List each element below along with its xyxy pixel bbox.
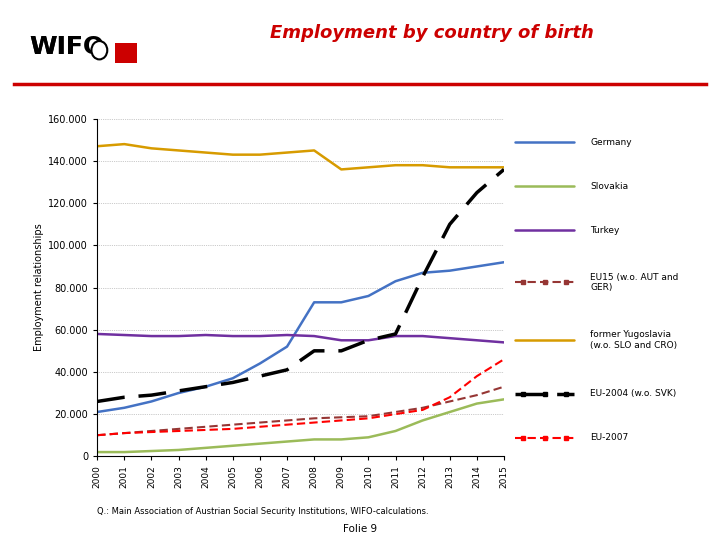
Text: EU15 (w.o. AUT and
GER): EU15 (w.o. AUT and GER) <box>590 273 678 292</box>
Text: WIF: WIF <box>29 35 83 59</box>
Text: former Yugoslavia
(w.o. SLO and CRO): former Yugoslavia (w.o. SLO and CRO) <box>590 330 678 349</box>
Text: Q.: Main Association of Austrian Social Security Institutions, WIFO-calculations: Q.: Main Association of Austrian Social … <box>97 507 429 516</box>
Text: Turkey: Turkey <box>590 226 619 235</box>
Text: EU-2004 (w.o. SVK): EU-2004 (w.o. SVK) <box>590 389 676 399</box>
Y-axis label: Employment relationships: Employment relationships <box>34 224 44 352</box>
Text: WIFO: WIFO <box>29 35 104 59</box>
Text: Employment by country of birth: Employment by country of birth <box>270 24 594 42</box>
Text: Slovakia: Slovakia <box>590 182 628 191</box>
Text: Germany: Germany <box>590 138 631 147</box>
Text: Folie 9: Folie 9 <box>343 523 377 534</box>
Text: EU-2007: EU-2007 <box>590 433 629 442</box>
